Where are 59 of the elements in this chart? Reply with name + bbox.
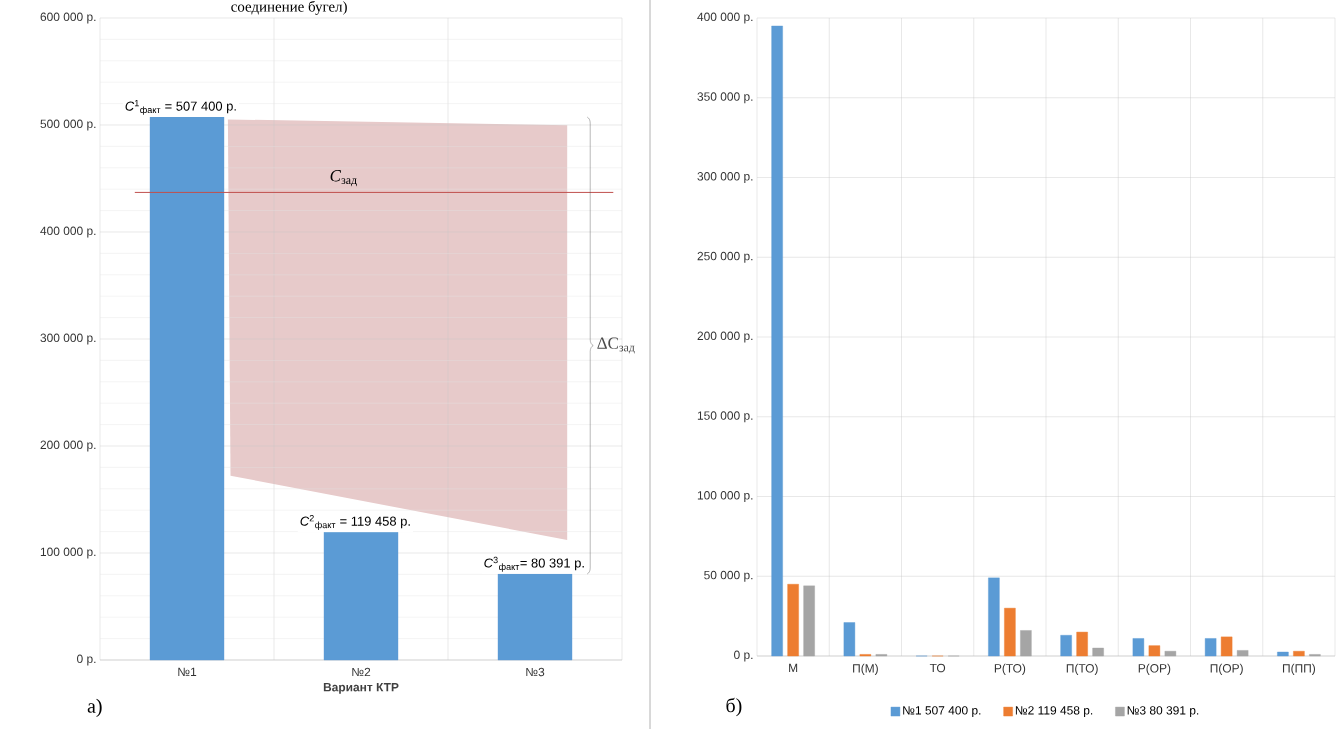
bar bbox=[1236, 650, 1249, 657]
y-tick-label: 100 000 р. bbox=[40, 547, 96, 559]
x-tick-label: П(ОР) bbox=[1210, 663, 1243, 675]
bar bbox=[1060, 635, 1072, 657]
y-tick-label: 350 000 р. bbox=[697, 92, 753, 104]
y-tick-label: 0 р. bbox=[77, 654, 96, 666]
bar bbox=[1020, 630, 1032, 657]
legend-label: №3 80 391 р. bbox=[1127, 706, 1199, 717]
text: а) bbox=[87, 698, 102, 717]
bar bbox=[1277, 651, 1289, 657]
bar bbox=[1132, 638, 1145, 657]
x-tick-label: П(ТО) bbox=[1066, 663, 1098, 675]
bar bbox=[787, 584, 799, 657]
x-tick-label: №1 bbox=[178, 667, 197, 676]
text: б) bbox=[726, 697, 742, 717]
y-tick-label: 300 000 р. bbox=[697, 172, 753, 183]
bar bbox=[988, 577, 1000, 657]
x-tick-label: №3 bbox=[526, 667, 545, 677]
y-tick-label: 50 000 р. bbox=[704, 570, 753, 582]
bar bbox=[497, 573, 573, 661]
bar bbox=[843, 622, 856, 657]
y-tick-label: 250 000 р. bbox=[697, 251, 753, 263]
bar bbox=[1220, 636, 1233, 657]
x-tick-label: П(ПП) bbox=[1282, 663, 1316, 675]
x-tick-label: ТО bbox=[929, 663, 946, 673]
bar bbox=[803, 585, 815, 657]
y-tick-label: 150 000 р. bbox=[697, 411, 753, 423]
legend-label: №2 119 458 р. bbox=[1015, 706, 1093, 717]
x-tick-label: Р(ОР) bbox=[1138, 663, 1171, 675]
x-tick-label: П(М) bbox=[853, 663, 878, 675]
y-tick-label: 200 000 р. bbox=[40, 440, 96, 452]
y-tick-label: 500 000 р. bbox=[40, 119, 96, 131]
annotation: C$^{3}$$_{факт}$= 80 391 р. bbox=[484, 556, 584, 572]
bar bbox=[1076, 631, 1088, 657]
bar bbox=[1004, 607, 1016, 657]
y-tick-label: 600 000 р. bbox=[40, 12, 96, 24]
annotation: C$^{2}$$_{факт}$ = 119 458 р. bbox=[300, 514, 410, 530]
legend-label: №1 507 400 р. bbox=[903, 706, 981, 717]
x-tick-label: №2 bbox=[352, 667, 371, 677]
y-tick-label: 300 000 р. bbox=[40, 333, 96, 345]
y-tick-label: 100 000 р. bbox=[697, 491, 753, 502]
annotation: ΔC$_{зад}$ bbox=[597, 337, 635, 354]
text: соединение бугел) bbox=[231, 0, 347, 15]
y-tick-label: 0 р. bbox=[734, 650, 753, 662]
bar bbox=[1204, 638, 1217, 657]
bar bbox=[771, 25, 783, 657]
bar bbox=[1164, 651, 1177, 657]
x-axis-title: Вариант КТР bbox=[323, 683, 399, 694]
x-tick-label: М bbox=[789, 663, 798, 672]
bar bbox=[1293, 651, 1305, 657]
bar bbox=[323, 531, 399, 661]
annotation: C$^{1}$$_{факт}$ = 507 400 р. bbox=[125, 99, 236, 115]
bar bbox=[1092, 647, 1104, 657]
x-tick-label: Р(ТО) bbox=[994, 663, 1026, 675]
y-tick-label: 400 000 р. bbox=[697, 12, 753, 24]
y-tick-label: 200 000 р. bbox=[697, 331, 753, 343]
bar bbox=[1148, 645, 1161, 657]
y-tick-label: 400 000 р. bbox=[40, 226, 96, 238]
ref-line-label: C$_{зад}$ bbox=[330, 170, 357, 187]
